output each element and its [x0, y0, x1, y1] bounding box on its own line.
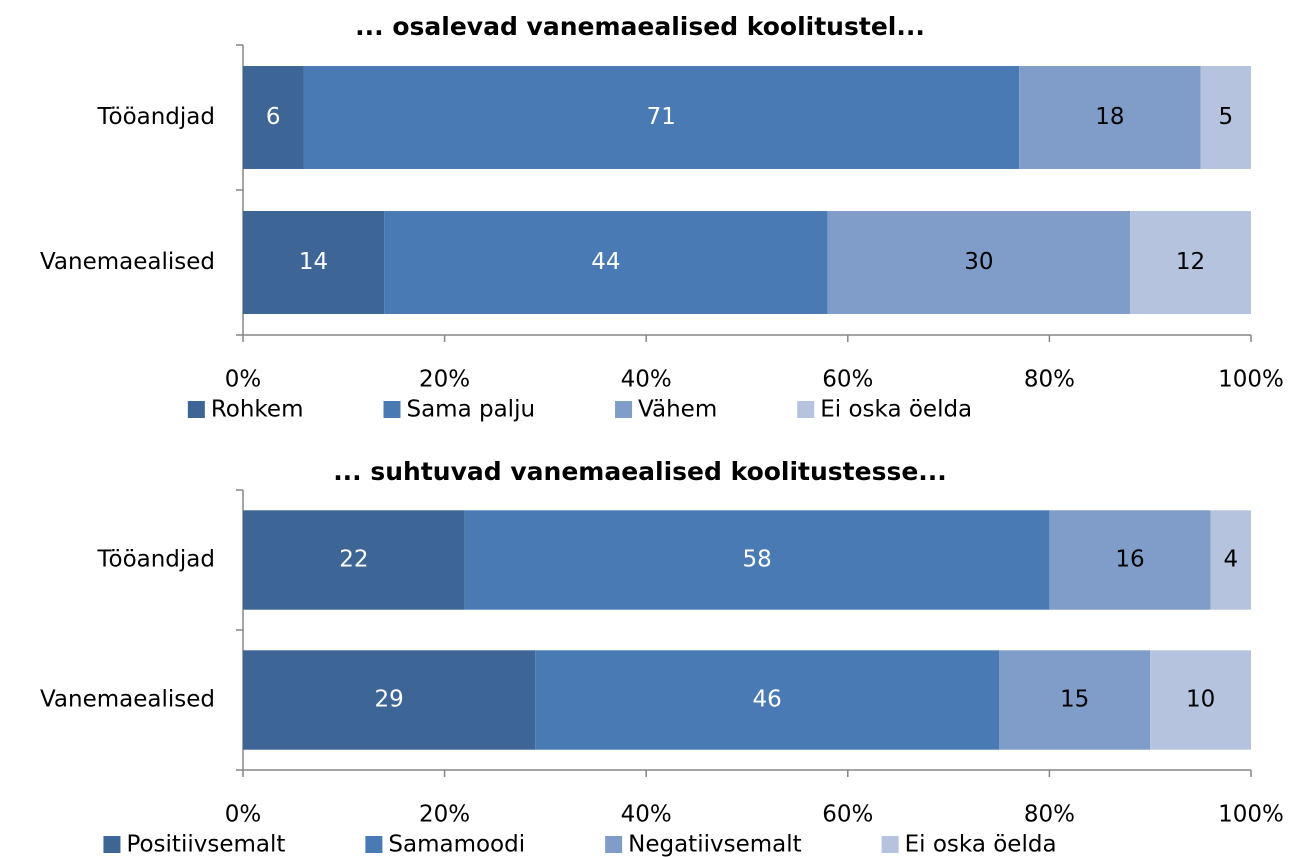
- data-label: 6: [266, 104, 281, 130]
- x-tick-label: 80%: [1024, 367, 1075, 393]
- data-label: 22: [339, 547, 368, 573]
- legend-swatch: [605, 836, 623, 853]
- x-tick-label: 0%: [225, 802, 262, 828]
- bar-segment: [827, 211, 1131, 314]
- bar-segment: [243, 650, 536, 750]
- data-label: 44: [591, 249, 620, 275]
- x-tick-label: 60%: [822, 802, 873, 828]
- bar-segment: [1019, 66, 1201, 169]
- x-tick-label: 100%: [1218, 367, 1284, 393]
- x-tick-label: 20%: [419, 802, 470, 828]
- bar-segment: [464, 510, 1050, 610]
- x-tick-label: 40%: [621, 367, 672, 393]
- bar-segment: [1130, 211, 1251, 314]
- bar-segment: [243, 510, 465, 610]
- data-label: 58: [742, 547, 771, 573]
- bar-segment: [243, 211, 385, 314]
- data-label: 15: [1060, 687, 1089, 713]
- data-label: 4: [1224, 547, 1239, 573]
- legend-label: Ei oska öelda: [905, 832, 1057, 857]
- data-label: 29: [375, 687, 404, 713]
- bar-segment: [535, 650, 999, 750]
- legend-label: Sama palju: [406, 397, 535, 423]
- legend-label: Samamoodi: [388, 832, 525, 857]
- data-label: 18: [1095, 104, 1124, 130]
- bar-segment: [999, 650, 1151, 750]
- x-tick-label: 80%: [1024, 802, 1075, 828]
- bar-segment: [1150, 650, 1251, 750]
- data-label: 16: [1115, 547, 1144, 573]
- data-label: 14: [299, 249, 328, 275]
- bar-segment: [384, 211, 828, 314]
- x-tick-label: 60%: [822, 367, 873, 393]
- data-label: 5: [1218, 104, 1233, 130]
- legend-swatch: [103, 836, 121, 853]
- chart-title: ... osalevad vanemaealised koolitustel..…: [355, 12, 925, 41]
- data-label: 10: [1186, 687, 1215, 713]
- legend-swatch: [615, 401, 633, 418]
- legend-swatch: [881, 836, 899, 853]
- bar-segment: [1210, 510, 1251, 610]
- x-tick-label: 20%: [419, 367, 470, 393]
- data-label: 71: [647, 104, 676, 130]
- bar-segment: [243, 66, 304, 169]
- data-label: 12: [1176, 249, 1205, 275]
- category-label: Tööandjad: [96, 547, 215, 573]
- x-tick-label: 40%: [621, 802, 672, 828]
- category-label: Vanemaealised: [40, 249, 215, 275]
- chart-title: ... suhtuvad vanemaealised koolitustesse…: [333, 457, 947, 486]
- legend-swatch: [187, 401, 205, 418]
- legend-swatch: [383, 401, 401, 418]
- legend-swatch: [797, 401, 815, 418]
- legend-label: Positiivsemalt: [126, 832, 285, 857]
- x-tick-label: 100%: [1218, 802, 1284, 828]
- category-label: Tööandjad: [96, 104, 215, 130]
- legend-label: Rohkem: [211, 397, 304, 423]
- data-label: 30: [964, 249, 993, 275]
- bar-segment: [1049, 510, 1211, 610]
- bar-segment: [303, 66, 1020, 169]
- legend-label: Negatiivsemalt: [628, 832, 802, 857]
- legend-swatch: [365, 836, 383, 853]
- legend-label: Vähem: [638, 397, 717, 423]
- category-label: Vanemaealised: [40, 687, 215, 713]
- x-tick-label: 0%: [225, 367, 262, 393]
- legend-label: Ei oska öelda: [820, 397, 972, 423]
- data-label: 46: [753, 687, 782, 713]
- bar-segment: [1200, 66, 1251, 169]
